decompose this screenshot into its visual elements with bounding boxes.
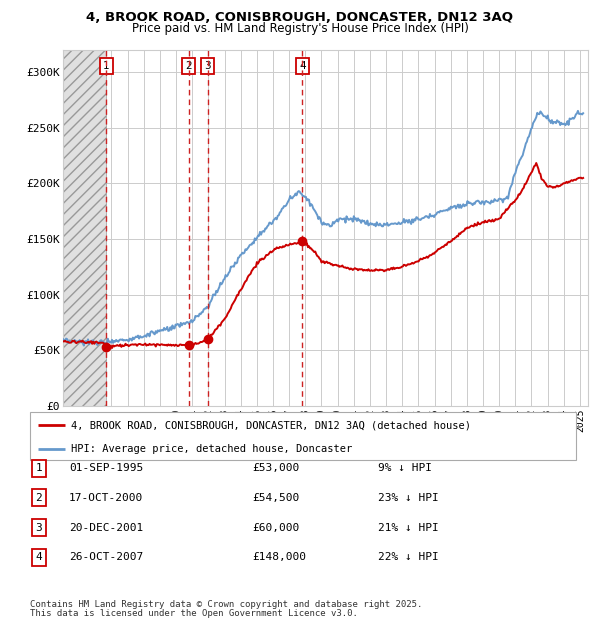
- Bar: [63, 50, 106, 406]
- Text: 4: 4: [35, 552, 43, 562]
- Text: 20-DEC-2001: 20-DEC-2001: [69, 523, 143, 533]
- Text: 4: 4: [299, 61, 306, 71]
- Text: 4, BROOK ROAD, CONISBROUGH, DONCASTER, DN12 3AQ (detached house): 4, BROOK ROAD, CONISBROUGH, DONCASTER, D…: [71, 420, 471, 430]
- Text: 22% ↓ HPI: 22% ↓ HPI: [378, 552, 439, 562]
- Text: 23% ↓ HPI: 23% ↓ HPI: [378, 493, 439, 503]
- Text: 3: 3: [35, 523, 43, 533]
- Text: 17-OCT-2000: 17-OCT-2000: [69, 493, 143, 503]
- Text: 26-OCT-2007: 26-OCT-2007: [69, 552, 143, 562]
- Text: 2: 2: [35, 493, 43, 503]
- Text: 1: 1: [35, 463, 43, 473]
- Text: 1: 1: [103, 61, 109, 71]
- Text: £53,000: £53,000: [252, 463, 299, 473]
- Text: £54,500: £54,500: [252, 493, 299, 503]
- Text: £148,000: £148,000: [252, 552, 306, 562]
- Text: 2: 2: [185, 61, 192, 71]
- Text: Price paid vs. HM Land Registry's House Price Index (HPI): Price paid vs. HM Land Registry's House …: [131, 22, 469, 35]
- Text: £60,000: £60,000: [252, 523, 299, 533]
- Text: 01-SEP-1995: 01-SEP-1995: [69, 463, 143, 473]
- Text: 9% ↓ HPI: 9% ↓ HPI: [378, 463, 432, 473]
- Text: Contains HM Land Registry data © Crown copyright and database right 2025.: Contains HM Land Registry data © Crown c…: [30, 600, 422, 609]
- Text: 21% ↓ HPI: 21% ↓ HPI: [378, 523, 439, 533]
- Text: 4, BROOK ROAD, CONISBROUGH, DONCASTER, DN12 3AQ: 4, BROOK ROAD, CONISBROUGH, DONCASTER, D…: [86, 11, 514, 24]
- FancyBboxPatch shape: [30, 412, 576, 460]
- Text: This data is licensed under the Open Government Licence v3.0.: This data is licensed under the Open Gov…: [30, 609, 358, 618]
- Text: HPI: Average price, detached house, Doncaster: HPI: Average price, detached house, Donc…: [71, 445, 352, 454]
- Text: 3: 3: [205, 61, 211, 71]
